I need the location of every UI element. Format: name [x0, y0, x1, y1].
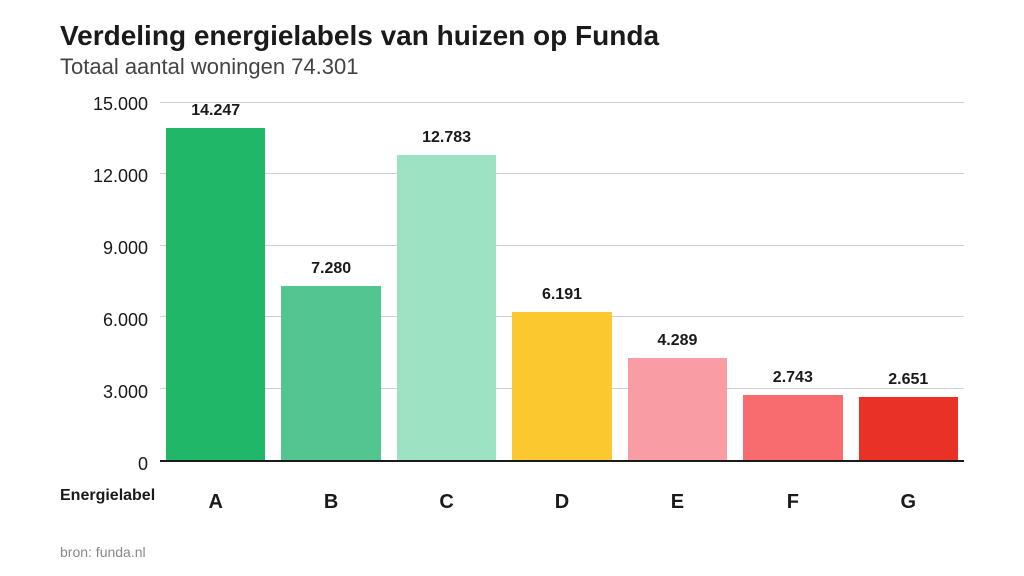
- bar-column: 12.783: [397, 102, 496, 460]
- chart-subtitle: Totaal aantal woningen 74.301: [60, 54, 964, 80]
- bar: [166, 128, 265, 460]
- bar-column: 2.743: [743, 102, 842, 460]
- x-axis-title: Energielabel: [60, 487, 160, 505]
- bar: [743, 395, 842, 460]
- x-tick-label: G: [859, 491, 958, 514]
- chart-title: Verdeling energielabels van huizen op Fu…: [60, 20, 964, 52]
- plot-area: 14.247 7.280 12.783 6.191 4.289 2.743 2.651: [160, 102, 964, 462]
- bar: [628, 358, 727, 460]
- bar-column: 6.191: [512, 102, 611, 460]
- bar-value-label: 12.783: [422, 129, 471, 147]
- bar-column: 4.289: [628, 102, 727, 460]
- bar-chart: 15.00012.0009.0006.0003.0000 14.247 7.280…: [60, 102, 964, 477]
- chart-source: bron: funda.nl: [60, 544, 964, 560]
- bar-column: 14.247: [166, 102, 265, 460]
- bar-value-label: 2.651: [888, 371, 928, 389]
- bar-value-label: 7.280: [311, 260, 351, 278]
- bar-value-label: 2.743: [773, 369, 813, 387]
- x-tick-label: A: [166, 491, 265, 514]
- y-axis: 15.00012.0009.0006.0003.0000: [60, 102, 160, 462]
- bars-container: 14.247 7.280 12.783 6.191 4.289 2.743 2.651: [160, 102, 964, 460]
- x-tick-label: D: [512, 491, 611, 514]
- bar-value-label: 6.191: [542, 286, 582, 304]
- bar: [859, 397, 958, 460]
- x-tick-label: B: [281, 491, 380, 514]
- bar-value-label: 4.289: [657, 332, 697, 350]
- x-axis: Energielabel ABCDEFG: [60, 477, 964, 514]
- x-tick-label: C: [397, 491, 496, 514]
- x-tick-label: F: [743, 491, 842, 514]
- bar: [512, 312, 611, 460]
- bar: [397, 155, 496, 460]
- bar-column: 2.651: [859, 102, 958, 460]
- bar: [281, 286, 380, 460]
- x-tick-label: E: [628, 491, 727, 514]
- bar-value-label: 14.247: [191, 102, 240, 120]
- bar-column: 7.280: [281, 102, 380, 460]
- x-labels: ABCDEFG: [160, 491, 964, 514]
